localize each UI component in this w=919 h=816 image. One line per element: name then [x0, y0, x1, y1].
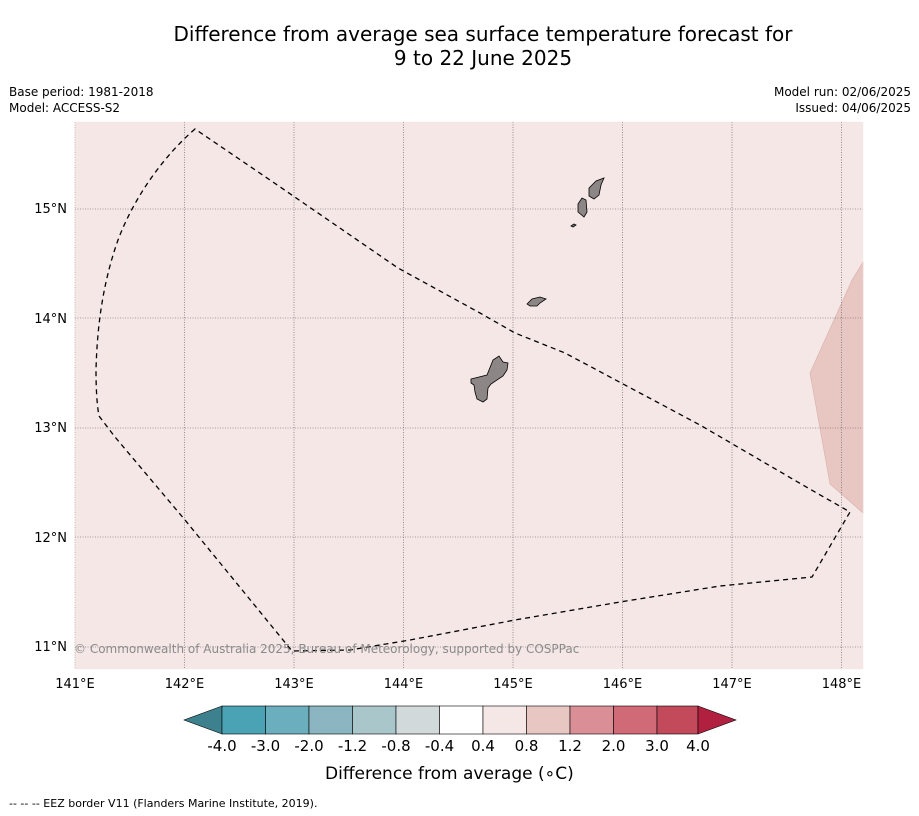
island-saipan	[588, 177, 605, 200]
colorbar-label: 4.0	[686, 737, 710, 755]
colorbar-label: 0.4	[471, 737, 495, 755]
colorbar-label: -0.8	[381, 737, 411, 755]
meta-left: Base period: 1981-2018 Model: ACCESS-S2	[9, 84, 154, 116]
colorbar-segment	[526, 705, 571, 735]
colorbar-segment	[656, 705, 699, 735]
colorbar-label: 0.8	[514, 737, 539, 755]
map-area	[75, 122, 863, 669]
island-tinian	[577, 197, 588, 218]
colorbar-segment	[352, 705, 397, 735]
colorbar-segment	[395, 705, 440, 735]
title-line-2: 9 to 22 June 2025	[393, 46, 573, 70]
lon-tick: 145°E	[493, 677, 533, 692]
model-run-label: Model run: 02/06/2025	[773, 85, 911, 99]
colorbar-labels: -4.0 -3.0 -2.0 -1.2 -0.8 -0.4 0.4 0.8 1.…	[0, 737, 919, 757]
lat-tick: 13°N	[34, 421, 67, 436]
colorbar-segment	[221, 705, 266, 735]
lat-tick: 12°N	[34, 531, 67, 546]
colorbar-low-arrow	[183, 705, 223, 735]
colorbar-label: 2.0	[601, 737, 626, 755]
model-label: Model: ACCESS-S2	[9, 101, 121, 115]
copyright-text: © Commonwealth of Australia 2025, Bureau…	[74, 642, 579, 656]
island-guam	[470, 355, 509, 403]
island-aguijan	[570, 223, 577, 228]
colorbar-segment	[308, 705, 353, 735]
lat-tick: 11°N	[34, 640, 67, 655]
title-line-1: Difference from average sea surface temp…	[173, 22, 793, 46]
colorbar-title-text: Difference from average (	[325, 764, 545, 784]
lon-tick: 147°E	[712, 677, 752, 692]
lat-tick-labels: 15°N 14°N 13°N 12°N 11°N	[34, 202, 67, 655]
colorbar-label: 3.0	[645, 737, 669, 755]
meta-right: Model run: 02/06/2025 Issued: 04/06/2025	[774, 84, 911, 116]
map-title: Difference from average sea surface temp…	[0, 22, 919, 70]
colorbar-label: -2.0	[294, 737, 324, 755]
issued-label: Issued: 04/06/2025	[795, 101, 911, 115]
colorbar	[183, 705, 737, 735]
islands	[470, 177, 605, 403]
colorbar-segment	[265, 705, 310, 735]
base-period-label: Base period: 1981-2018	[9, 85, 154, 99]
colorbar-segment	[613, 705, 658, 735]
lat-tick: 14°N	[34, 312, 67, 327]
island-rota	[526, 296, 547, 307]
colorbar-segment	[439, 705, 484, 735]
lon-tick: 141°E	[55, 677, 95, 692]
lon-tick: 142°E	[165, 677, 205, 692]
colorbar-label: -4.0	[207, 737, 237, 755]
colorbar-high-arrow	[697, 705, 737, 735]
colorbar-segment	[482, 705, 527, 735]
lon-tick: 148°E	[822, 677, 862, 692]
colorbar-label: -3.0	[250, 737, 281, 755]
colorbar-label: 1.2	[558, 737, 582, 755]
lon-tick: 146°E	[603, 677, 643, 692]
lon-tick: 144°E	[384, 677, 424, 692]
colorbar-title: Difference from average (∘C)	[325, 764, 574, 784]
lat-tick: 15°N	[34, 202, 67, 217]
colorbar-segment	[569, 705, 614, 735]
map-frame	[74, 121, 864, 670]
eez-border	[95, 128, 851, 652]
lon-tick-labels: 141°E 142°E 143°E 144°E 145°E 146°E 147°…	[55, 677, 861, 692]
lon-tick: 143°E	[274, 677, 314, 692]
colorbar-label: -1.2	[337, 737, 368, 755]
colorbar-label: -0.4	[424, 737, 455, 755]
eez-footnote: -- -- -- EEZ border V11 (Flanders Marine…	[9, 797, 318, 810]
colorbar-title-unit: ∘C)	[544, 764, 574, 784]
